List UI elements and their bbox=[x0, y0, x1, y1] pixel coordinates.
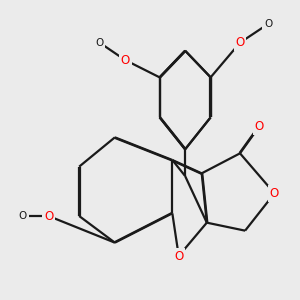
Text: O: O bbox=[264, 19, 272, 29]
Text: O: O bbox=[19, 211, 27, 221]
Text: O: O bbox=[44, 209, 53, 223]
Text: O: O bbox=[254, 120, 264, 133]
Text: O: O bbox=[95, 38, 104, 48]
Text: O: O bbox=[236, 36, 244, 49]
Text: O: O bbox=[270, 187, 279, 200]
Text: O: O bbox=[121, 53, 130, 67]
Text: O: O bbox=[174, 250, 183, 262]
